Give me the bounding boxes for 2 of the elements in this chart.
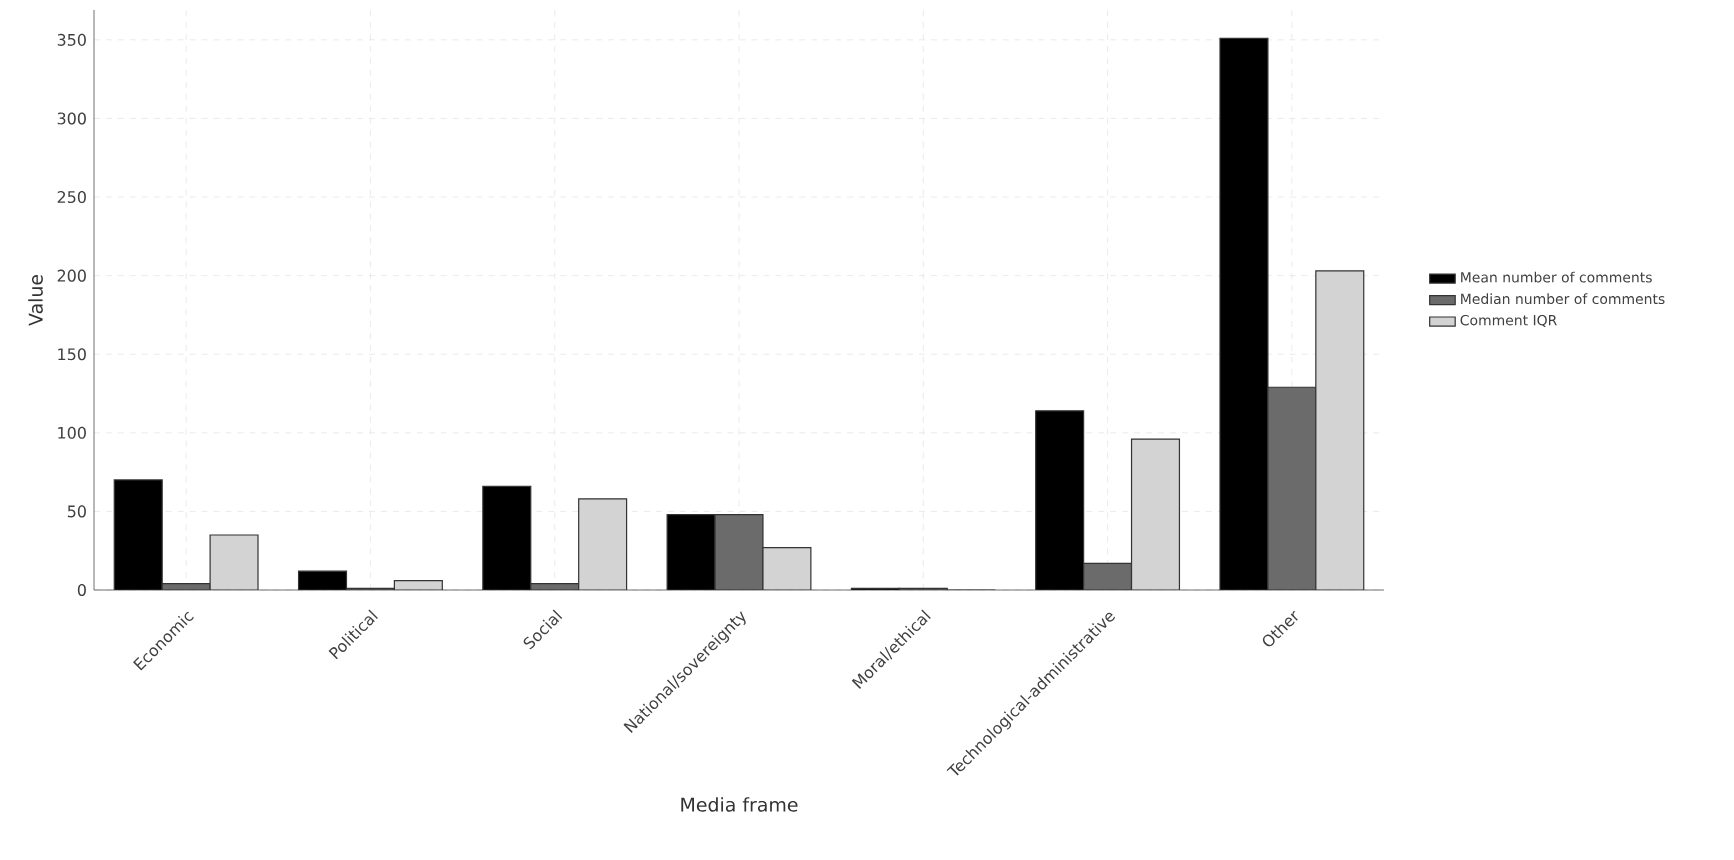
- y-axis-title: Value: [28, 274, 43, 326]
- x-axis-title: Media frame: [681, 797, 798, 812]
